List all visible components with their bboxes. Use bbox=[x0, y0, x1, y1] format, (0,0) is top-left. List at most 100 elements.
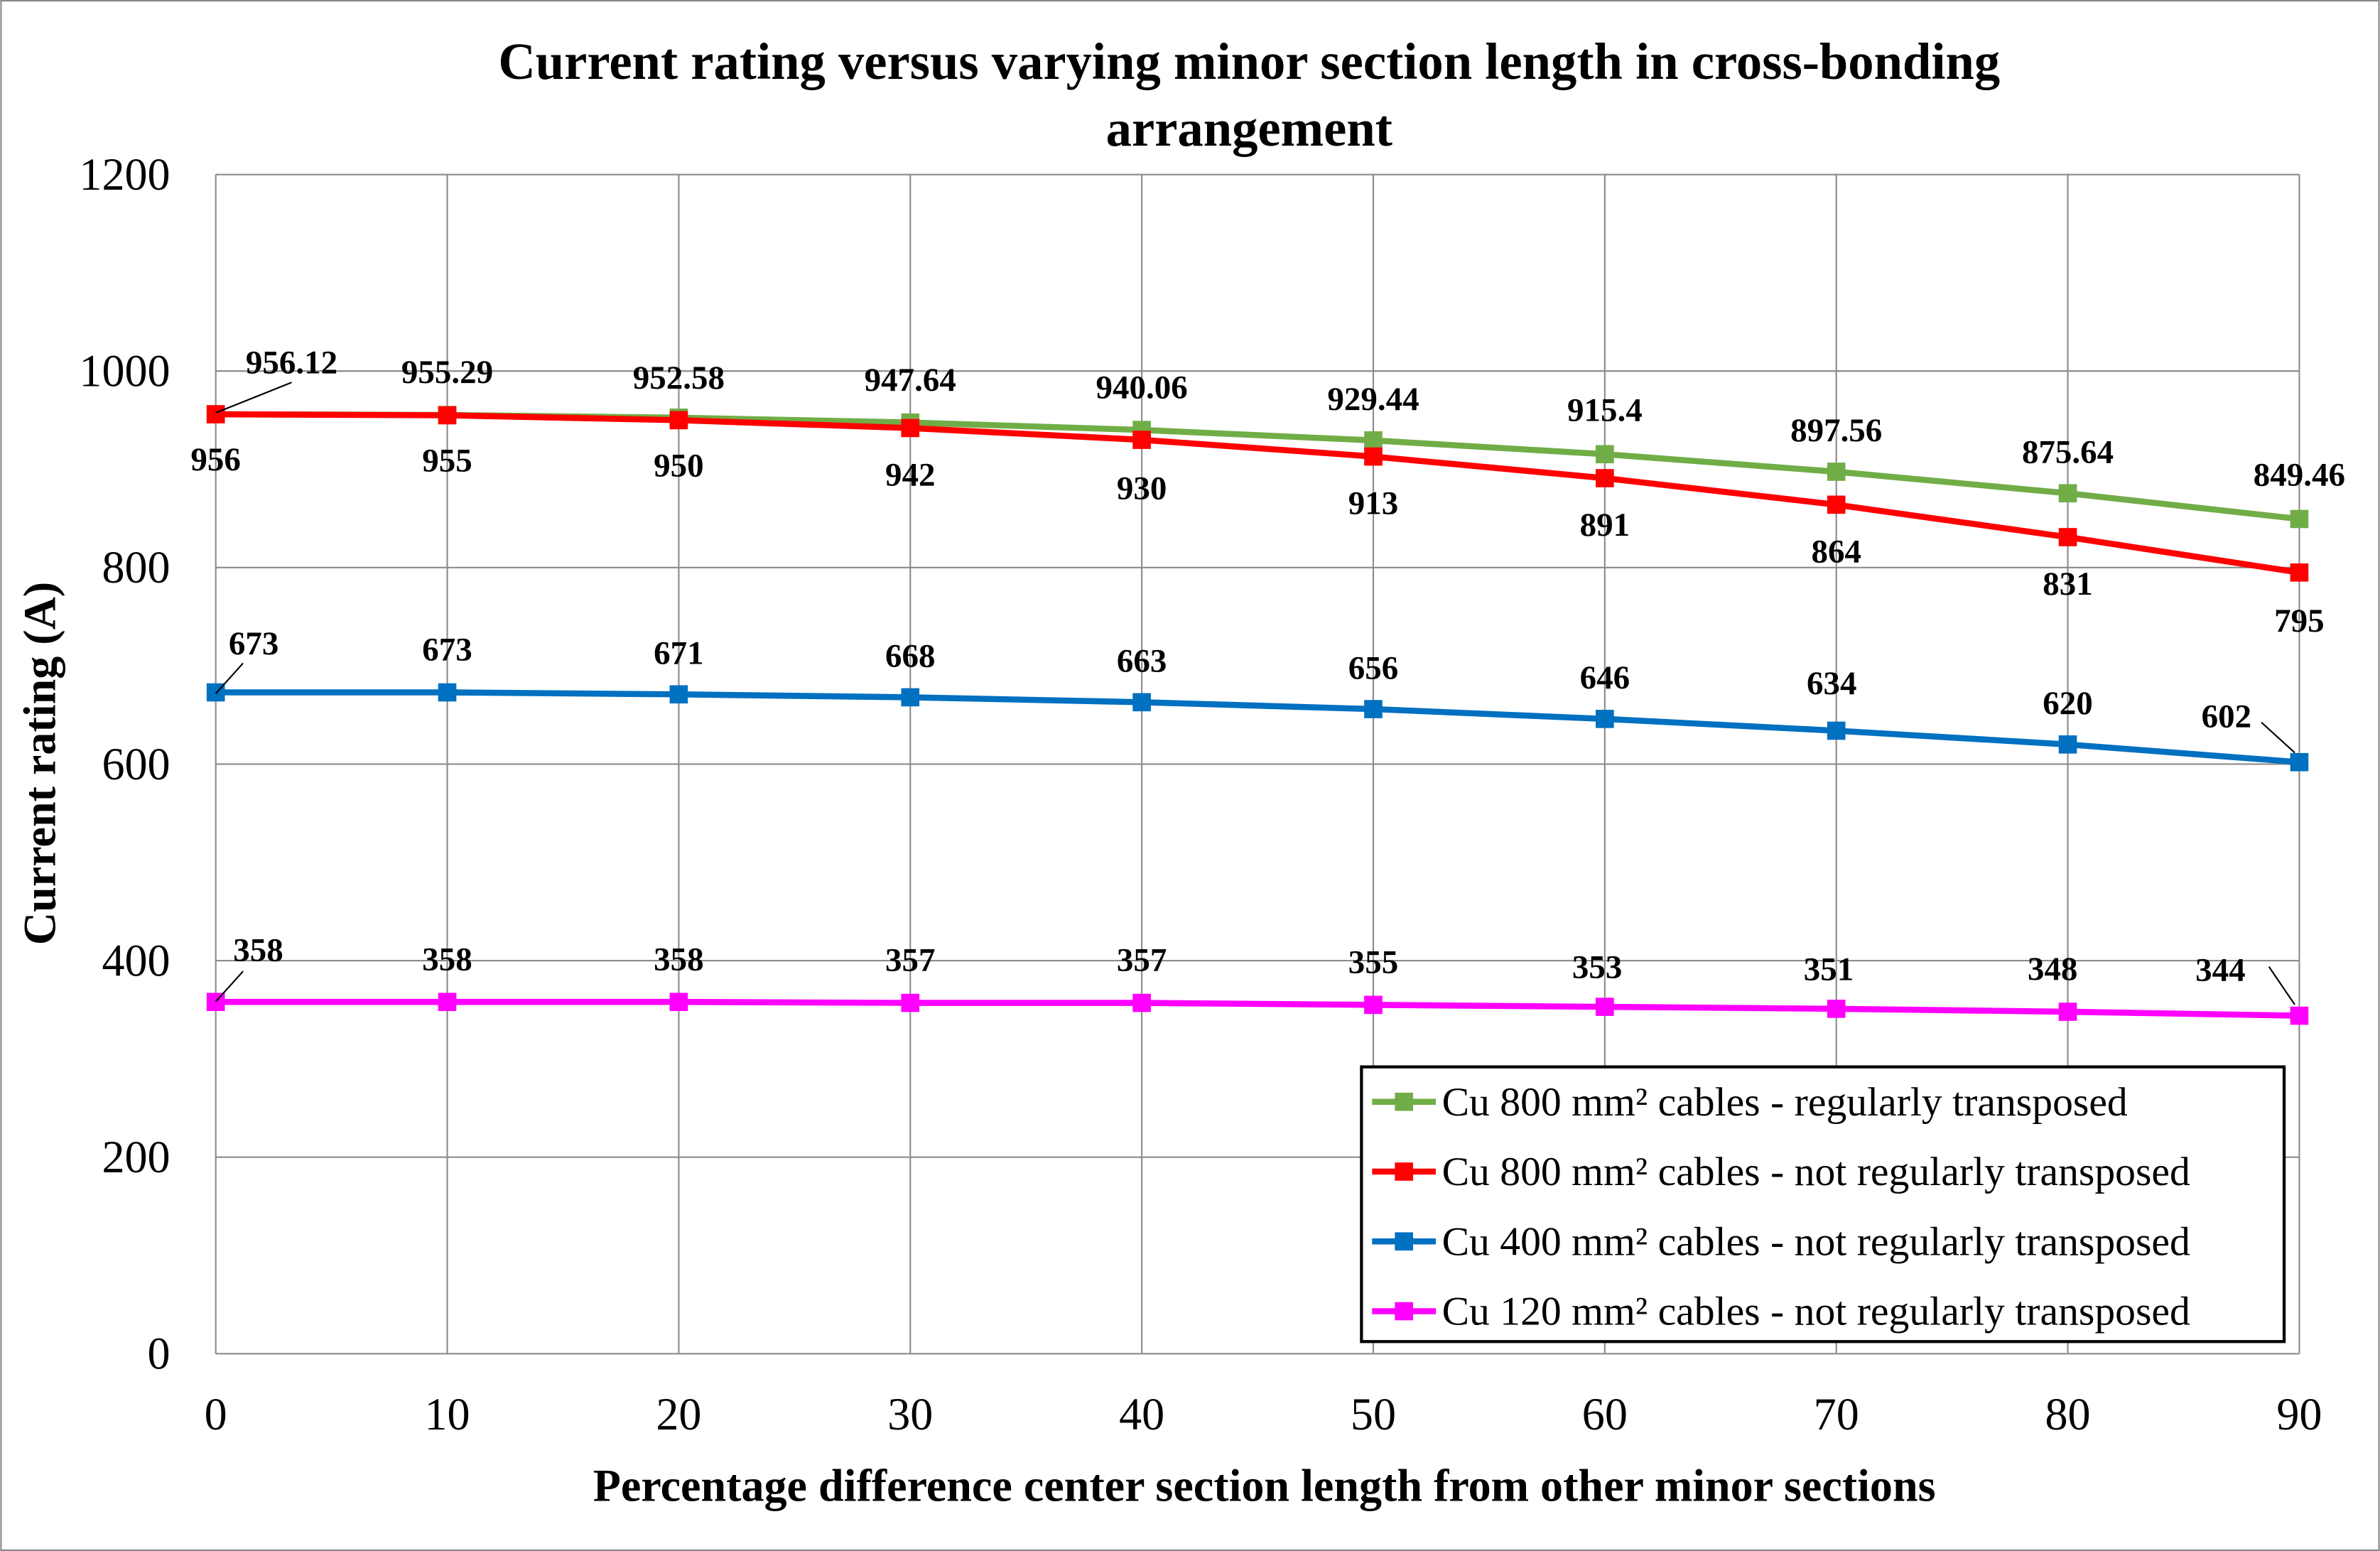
data-marker bbox=[1364, 700, 1383, 718]
data-label: 942 bbox=[885, 457, 935, 494]
data-label: 344 bbox=[2195, 951, 2245, 988]
series-line bbox=[215, 689, 2300, 765]
y-tick-label: 0 bbox=[148, 1329, 171, 1379]
x-tick-label: 90 bbox=[2276, 1389, 2322, 1439]
data-label: 348 bbox=[2028, 951, 2077, 988]
data-marker bbox=[669, 411, 688, 430]
data-marker bbox=[1596, 998, 1614, 1016]
y-tick-label: 1200 bbox=[79, 149, 170, 200]
data-marker bbox=[1596, 445, 1614, 464]
leader-line bbox=[215, 662, 244, 694]
data-label: 955.29 bbox=[401, 354, 493, 391]
data-label: 602 bbox=[2202, 698, 2251, 735]
leader-line bbox=[215, 382, 292, 414]
data-label: 952.58 bbox=[633, 360, 725, 396]
data-label: 663 bbox=[1117, 643, 1167, 680]
data-marker bbox=[1827, 1000, 1846, 1018]
data-marker bbox=[901, 688, 920, 707]
series-4 bbox=[206, 993, 2309, 1025]
data-marker bbox=[2058, 528, 2077, 546]
data-label: 955 bbox=[422, 443, 472, 480]
data-label: 358 bbox=[422, 941, 472, 978]
chart-title-line-1: Current rating versus varying minor sect… bbox=[498, 33, 2000, 90]
data-label: 646 bbox=[1580, 659, 1630, 696]
data-labels: 956.12 955.29 952.58 947.64 940.06 929.44 915.… bbox=[190, 344, 2345, 1005]
data-marker bbox=[669, 993, 688, 1011]
x-tick-label: 50 bbox=[1351, 1389, 1396, 1439]
leader-line bbox=[215, 971, 244, 1003]
data-marker bbox=[1827, 721, 1846, 740]
data-label: 849.46 bbox=[2254, 456, 2345, 493]
data-marker bbox=[901, 418, 920, 438]
data-marker bbox=[2290, 1006, 2309, 1025]
data-label: 355 bbox=[1348, 944, 1398, 980]
data-marker bbox=[2058, 735, 2077, 754]
data-label: 673 bbox=[229, 625, 278, 662]
legend-marker bbox=[1395, 1092, 1413, 1111]
legend-label: Cu 800 mm² cables - regularly transposed bbox=[1442, 1080, 2128, 1125]
data-marker bbox=[901, 993, 920, 1012]
leader-line bbox=[2268, 966, 2295, 1005]
data-marker bbox=[438, 993, 457, 1011]
series-3 bbox=[206, 683, 2309, 772]
legend-label: Cu 120 mm² cables - not regularly transp… bbox=[1442, 1290, 2190, 1334]
y-tick-label: 800 bbox=[102, 542, 170, 593]
data-label: 673 bbox=[422, 632, 472, 669]
legend-label: Cu 800 mm² cables - not regularly transp… bbox=[1442, 1150, 2190, 1194]
data-label: 897.56 bbox=[1790, 412, 1882, 449]
series-line bbox=[215, 411, 2300, 576]
data-marker bbox=[1364, 995, 1383, 1015]
data-marker bbox=[1827, 495, 1846, 514]
data-marker bbox=[438, 683, 457, 702]
data-marker bbox=[2058, 1003, 2077, 1021]
series-line bbox=[215, 998, 2300, 1019]
x-tick-label: 0 bbox=[205, 1389, 227, 1439]
x-tick-label: 10 bbox=[425, 1389, 470, 1439]
legend-marker bbox=[1395, 1162, 1413, 1181]
data-label: 620 bbox=[2043, 685, 2092, 722]
data-label: 634 bbox=[1807, 665, 1856, 702]
data-label: 947.64 bbox=[865, 362, 956, 399]
x-tick-label: 30 bbox=[887, 1389, 933, 1439]
data-label: 891 bbox=[1580, 507, 1630, 544]
data-marker bbox=[1132, 431, 1151, 449]
legend: Cu 800 mm² cables - regularly transposed… bbox=[1360, 1065, 2286, 1344]
x-tick-label: 20 bbox=[656, 1389, 701, 1439]
data-marker bbox=[438, 406, 457, 425]
series-2 bbox=[206, 405, 2309, 582]
data-marker bbox=[1364, 431, 1383, 450]
data-label: 956 bbox=[190, 441, 240, 478]
data-label: 913 bbox=[1348, 485, 1398, 522]
x-axis-ticks: 0 10 20 30 40 50 60 70 80 90 bbox=[205, 1389, 2322, 1439]
data-marker bbox=[2290, 752, 2309, 772]
data-marker bbox=[2290, 509, 2309, 529]
legend-box bbox=[1360, 1065, 2286, 1344]
data-label: 671 bbox=[654, 635, 703, 672]
data-label: 915.4 bbox=[1567, 391, 1643, 428]
data-label: 929.44 bbox=[1327, 381, 1419, 418]
y-axis-ticks: 0 200 400 600 800 1000 1200 bbox=[79, 149, 170, 1379]
legend-item: Cu 800 mm² cables - regularly transposed bbox=[1372, 1080, 2128, 1125]
data-marker bbox=[1596, 469, 1614, 487]
x-tick-label: 80 bbox=[2045, 1389, 2091, 1439]
data-marker bbox=[206, 405, 225, 423]
data-label: 956.12 bbox=[246, 344, 337, 381]
series-group bbox=[206, 405, 2309, 1025]
data-label: 930 bbox=[1117, 470, 1167, 507]
data-marker bbox=[1596, 710, 1614, 728]
y-tick-label: 200 bbox=[102, 1132, 170, 1182]
data-label: 795 bbox=[2274, 602, 2324, 639]
legend-item: Cu 120 mm² cables - not regularly transp… bbox=[1372, 1290, 2190, 1334]
data-marker bbox=[2290, 563, 2309, 582]
data-marker bbox=[1364, 447, 1383, 466]
x-axis-title: Percentage difference center section len… bbox=[593, 1461, 1936, 1511]
data-label: 353 bbox=[1572, 949, 1622, 986]
y-tick-label: 600 bbox=[102, 739, 170, 789]
y-axis-title: Current rating (A) bbox=[14, 582, 65, 945]
data-label: 357 bbox=[885, 942, 935, 979]
legend-label: Cu 400 mm² cables - not regularly transp… bbox=[1442, 1219, 2190, 1264]
x-tick-label: 70 bbox=[1814, 1389, 1859, 1439]
x-tick-label: 40 bbox=[1119, 1389, 1164, 1439]
gridlines bbox=[215, 173, 2300, 1355]
